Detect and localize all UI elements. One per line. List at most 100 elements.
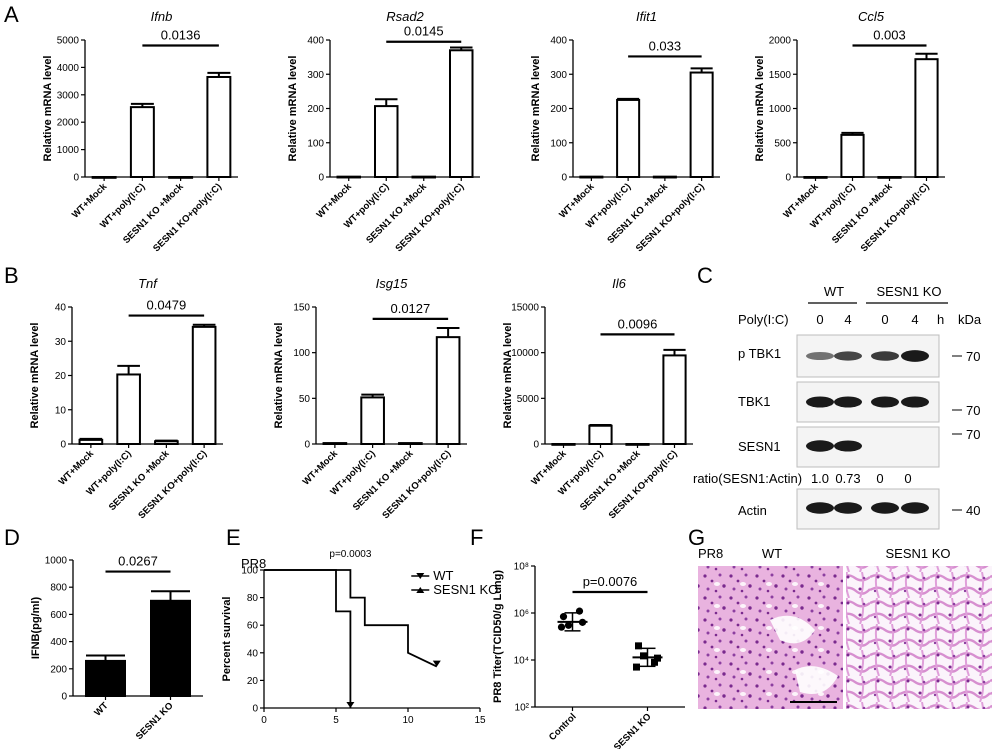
- blot-time-1: 4: [844, 312, 851, 327]
- survival-marker: [432, 660, 441, 667]
- y-axis-label: Relative mRNA level: [754, 56, 766, 162]
- blot-band: [834, 351, 862, 361]
- y-tick-label: 5000: [57, 36, 80, 47]
- y-tick-label: 100: [293, 348, 310, 359]
- y-tick-label: 300: [550, 70, 567, 81]
- legend-marker-wt: [416, 573, 425, 579]
- bar: [78, 438, 104, 446]
- x-category-label: SESN1 KO: [612, 711, 654, 749]
- blot-ratio-2: 0: [876, 471, 883, 486]
- bar: [449, 49, 474, 178]
- chart-title: Isg15: [376, 276, 409, 291]
- blot-band: [806, 396, 834, 408]
- p-value: 0.033: [649, 38, 682, 53]
- blot-marker-tbk1: 70: [966, 403, 980, 418]
- p-value: 0.0267: [118, 554, 158, 569]
- x-category-label: SESN1 KO+poly(I:C): [634, 181, 707, 254]
- survival-line: [264, 569, 352, 708]
- blot-band: [901, 350, 929, 362]
- y-tick-label: 10000: [511, 348, 539, 359]
- p-value: 0.0145: [404, 24, 444, 39]
- p-value: p=0.0076: [583, 574, 638, 589]
- y-tick-label: 1000: [45, 556, 68, 567]
- bar: [398, 442, 423, 446]
- blot-band: [901, 396, 929, 408]
- y-tick-label: 300: [307, 70, 324, 81]
- y-tick-label: 20: [247, 676, 259, 687]
- data-point: [651, 658, 658, 666]
- bar: [616, 98, 641, 178]
- y-tick-label: 100: [550, 138, 567, 149]
- bar: [85, 659, 126, 697]
- blot-treatment-label: Poly(I:C): [738, 312, 789, 327]
- legend-marker-ko: [416, 587, 425, 593]
- chart-d: 0 200 400 600 800 1000 IFNB(pg/ml) WT SESN1 KO 0.…: [30, 554, 203, 742]
- y-tick-label: 15000: [511, 303, 539, 314]
- y-tick-label: 200: [307, 104, 324, 115]
- x-category-label: SESN1 KO: [134, 700, 176, 742]
- histology-image-ko: [846, 566, 992, 709]
- bar: [435, 336, 461, 446]
- chart-title: Il6: [612, 276, 627, 291]
- p-value: 0.003: [873, 27, 906, 42]
- x-category-label: SESN1 KO+poly(I:C): [393, 181, 466, 254]
- panel-label-d: D: [4, 525, 20, 550]
- histology-airspace: [795, 666, 838, 694]
- y-tick-label: 0: [533, 440, 539, 451]
- histology-panel: PR8 WT SESN1 KO: [698, 546, 992, 709]
- y-axis-label: PR8 Titer(TCID50/g Lung): [492, 570, 504, 703]
- y-tick-label: 0: [785, 173, 791, 184]
- blot-ratio-label: ratio(SESN1:Actin): [693, 471, 802, 486]
- chart-f: 10² 10⁴ 10⁶ 10⁸ PR8 Titer(TCID50/g Lung) Cont…: [492, 562, 685, 749]
- legend-label-wt: WT: [433, 568, 453, 583]
- data-point: [633, 663, 640, 671]
- y-tick-label: 150: [293, 303, 310, 314]
- blot-group-wt: WT: [824, 284, 844, 299]
- y-tick-label: 20: [55, 371, 67, 382]
- p-value: 0.0479: [146, 298, 186, 313]
- bar: [154, 440, 179, 446]
- blot-band: [871, 396, 899, 408]
- x-tick-label: 15: [474, 715, 486, 726]
- x-category-label: WT+Mock: [70, 181, 110, 221]
- x-category-label: WT+Mock: [57, 448, 97, 488]
- bar: [206, 75, 232, 178]
- x-category-label: SESN1 KO+poly(I:C): [136, 448, 209, 521]
- bar: [588, 424, 613, 446]
- x-category-label: WT+Mock: [301, 448, 341, 488]
- bar: [411, 175, 436, 179]
- bar: [150, 599, 191, 697]
- x-category-label: SESN1 KO+poly(I:C): [151, 181, 224, 254]
- y-axis-label: IFNB(pg/ml): [30, 597, 42, 660]
- bar: [689, 71, 714, 178]
- blot-row-actin: Actin: [738, 503, 767, 518]
- legend-label-ko: SESN1 KO: [433, 582, 498, 597]
- y-tick-label: 0: [561, 173, 567, 184]
- blot-time-unit: h: [937, 312, 944, 327]
- x-category-label: WT+Mock: [315, 181, 355, 221]
- blot-time-0: 0: [816, 312, 823, 327]
- blot-band: [806, 351, 834, 361]
- survival-marker: [346, 702, 355, 708]
- histology-strain: PR8: [698, 546, 723, 561]
- y-axis-label: Relative mRNA level: [530, 56, 542, 162]
- y-axis-label: Relative mRNA level: [287, 56, 299, 162]
- bar: [374, 105, 399, 178]
- data-point: [640, 652, 647, 660]
- y-tick-label: 30: [55, 337, 67, 348]
- y-tick-label: 100: [307, 138, 324, 149]
- data-point: [557, 623, 566, 631]
- blot-band: [806, 502, 834, 514]
- chart-title: Tnf: [138, 276, 158, 291]
- y-tick-label: 10⁴: [514, 656, 529, 667]
- x-tick-label: 5: [333, 715, 339, 726]
- p-value: p=0.0003: [329, 549, 371, 560]
- bar: [360, 396, 385, 446]
- y-tick-label: 400: [307, 36, 324, 47]
- y-tick-label: 80: [247, 593, 259, 604]
- panel-label-a: A: [4, 2, 19, 27]
